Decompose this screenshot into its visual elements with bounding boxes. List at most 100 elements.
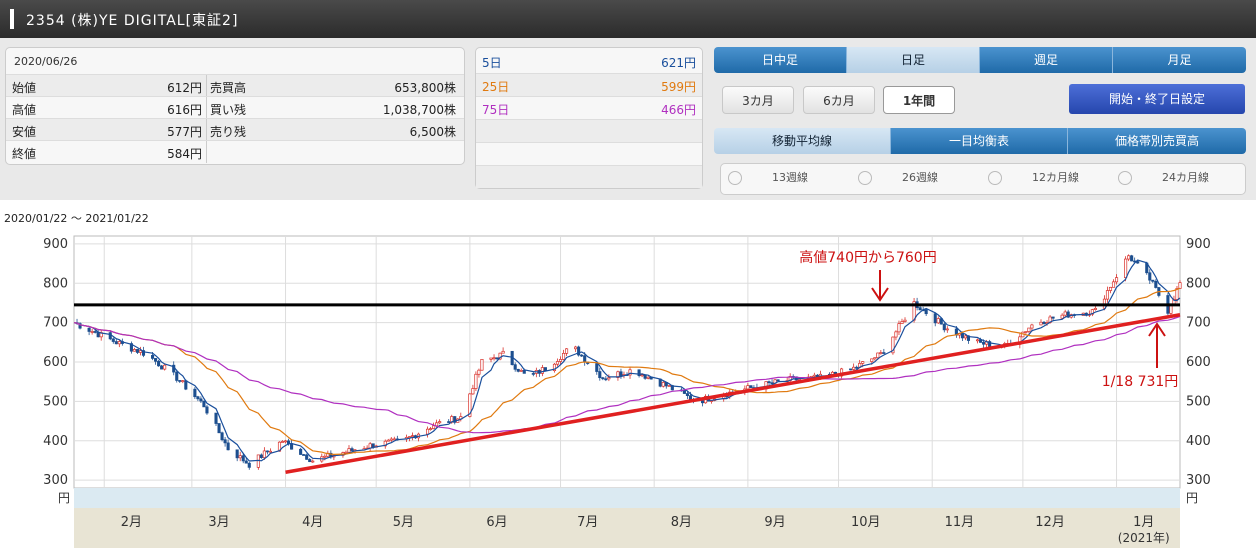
check-icon <box>1118 171 1132 185</box>
candle-body <box>558 359 563 362</box>
candle-body <box>891 336 895 354</box>
info-label: 安値 <box>12 125 37 139</box>
candle-body <box>879 352 883 354</box>
page-title: 2354 (株)YE DIGITAL[東証2] <box>26 13 239 29</box>
y-unit-label: 円 <box>1186 491 1198 505</box>
candle-body <box>667 385 671 387</box>
candle-body <box>770 382 774 385</box>
tab-intraday[interactable]: 日中足 <box>714 47 847 73</box>
info-value: 653,800株 <box>394 81 456 95</box>
candle-body <box>574 346 578 350</box>
date-setting-button[interactable]: 開始・終了日設定 <box>1069 84 1245 114</box>
info-label: 売り残 <box>210 125 247 139</box>
annotation-high: 高値740円から760円 <box>799 249 936 266</box>
candle-body <box>223 439 227 444</box>
candle-body <box>432 425 436 429</box>
range-6m-button[interactable]: 6カ月 <box>803 86 875 114</box>
candle-body <box>480 359 484 371</box>
candle-body <box>489 357 493 360</box>
candle-body <box>855 366 859 369</box>
check-13w[interactable]: 13週線 <box>728 164 848 192</box>
y-tick-label: 300 <box>43 473 68 488</box>
candle-body <box>474 373 478 389</box>
tab-monthly[interactable]: 月足 <box>1113 47 1246 73</box>
range-3m-button[interactable]: 3カ月 <box>722 86 794 114</box>
y-tick-label: 500 <box>43 394 68 409</box>
info-value: 6,500株 <box>409 125 456 139</box>
candle-body <box>1027 327 1031 332</box>
candle-body <box>205 406 209 414</box>
candle-body <box>960 332 964 339</box>
x-tick-label: 3月 <box>208 515 229 530</box>
candle-body <box>323 455 327 458</box>
tab-weekly[interactable]: 週足 <box>980 47 1113 73</box>
candle-body <box>975 339 980 342</box>
candle-body <box>601 377 605 380</box>
candle-body <box>501 350 505 354</box>
x-tick-label: 7月 <box>577 515 598 530</box>
tab-moving-average[interactable]: 移動平均線 <box>714 128 891 154</box>
candle-body <box>963 335 967 339</box>
candle-body <box>1154 280 1158 288</box>
y-tick-label: 900 <box>1186 237 1211 252</box>
ma-label: 5日 <box>482 56 502 70</box>
candle-body <box>1136 261 1140 264</box>
candle-body <box>1024 331 1028 333</box>
check-24m[interactable]: 24カ月線 <box>1118 164 1238 192</box>
candle-body <box>942 323 946 331</box>
y-tick-label: 700 <box>1186 316 1211 331</box>
tab-volume-by-price[interactable]: 価格帯別売買高 <box>1068 128 1246 154</box>
candle-body <box>616 371 620 378</box>
candle-body <box>389 438 393 441</box>
y-unit-label: 円 <box>58 491 70 505</box>
candle-body <box>595 363 599 372</box>
ma-checkbox-group <box>720 163 1246 195</box>
candle-body <box>1030 324 1034 329</box>
check-12m[interactable]: 12カ月線 <box>988 164 1108 192</box>
candle-body <box>661 382 665 387</box>
info-value: 584円 <box>167 147 202 161</box>
y-tick-label: 800 <box>1186 276 1211 291</box>
y-tick-label: 900 <box>43 237 68 252</box>
x-tick-label: 8月 <box>671 515 692 530</box>
candle-body <box>492 357 496 360</box>
candle-body <box>468 393 472 417</box>
candle-body <box>640 374 644 377</box>
y-tick-label: 800 <box>43 276 68 291</box>
candle-body <box>163 364 167 370</box>
check-26w[interactable]: 26週線 <box>858 164 978 192</box>
candle-body <box>135 349 140 353</box>
range-1y-button[interactable]: 1年間 <box>883 86 955 114</box>
candle-body <box>749 385 753 388</box>
candle-body <box>93 331 97 333</box>
info-label: 売買高 <box>210 81 247 95</box>
title-bar: 2354 (株)YE DIGITAL[東証2] <box>0 0 1256 38</box>
candle-body <box>308 459 312 463</box>
candle-body <box>604 378 608 381</box>
title-accent <box>10 9 14 29</box>
y-tick-label: 600 <box>1186 355 1211 370</box>
candle-body <box>160 365 164 370</box>
tab-daily[interactable]: 日足 <box>847 47 980 73</box>
info-label: 高値 <box>12 103 37 117</box>
candle-body <box>426 428 430 435</box>
candle-body <box>78 323 82 329</box>
chart-svg: 300 300 400 400 500 500 600 600 700 700 800 800 900 9… <box>43 235 1211 548</box>
tab-ichimoku[interactable]: 一目均衡表 <box>891 128 1068 154</box>
candle-body <box>982 342 986 345</box>
candle-body <box>897 323 901 333</box>
candle-body <box>178 380 182 382</box>
candle-body <box>552 363 557 371</box>
candle-body <box>1060 314 1064 319</box>
moving-average-panel: 5日 621円 25日 599円 75日 466円 <box>475 47 703 189</box>
candle-body <box>111 338 115 342</box>
candle-body <box>583 355 587 363</box>
candle-body <box>447 421 451 423</box>
candle-body <box>151 355 155 359</box>
candle-body <box>1093 307 1097 310</box>
ma-75-line <box>73 315 1181 434</box>
candle-body <box>214 412 218 424</box>
check-label: 26週線 <box>902 171 938 184</box>
candle-body <box>580 354 584 357</box>
candle-body <box>543 367 547 371</box>
